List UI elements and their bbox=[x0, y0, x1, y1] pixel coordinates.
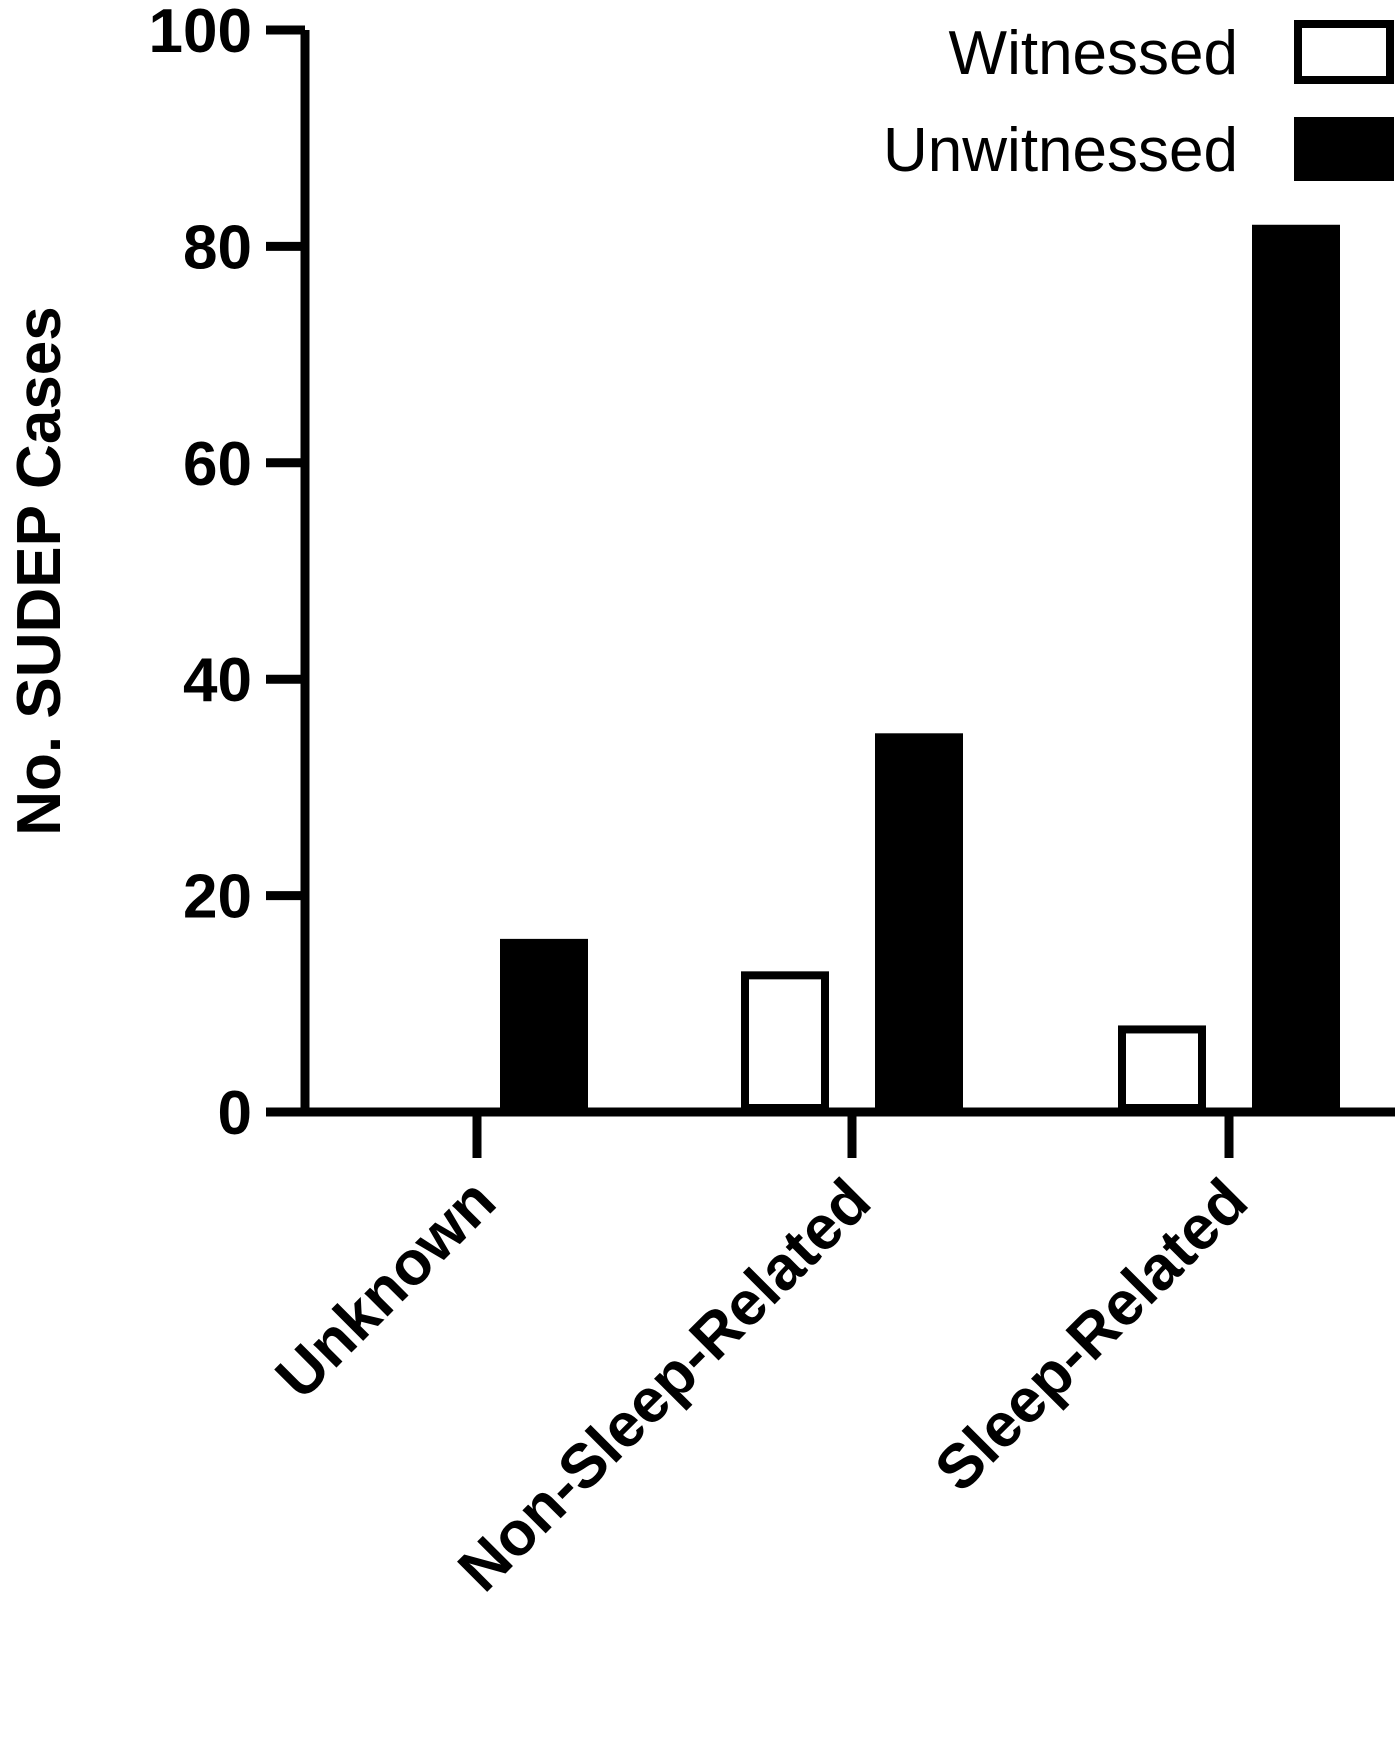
y-tick-label: 40 bbox=[183, 646, 252, 715]
y-axis-title: No. SUDEP Cases bbox=[5, 306, 74, 836]
x-category-label: Sleep-Related bbox=[922, 1166, 1261, 1505]
y-tick-label: 80 bbox=[183, 213, 252, 282]
y-tick-label: 20 bbox=[183, 863, 252, 932]
legend-label-witnessed: Witnessed bbox=[949, 19, 1238, 88]
y-tick-label: 0 bbox=[218, 1079, 252, 1148]
bar-witnessed-sleep-related bbox=[1118, 1025, 1206, 1112]
bar-unwitnessed-sleep-related bbox=[1252, 224, 1340, 1112]
legend: Witnessed Unwitnessed bbox=[883, 19, 1394, 185]
y-tick-label: 100 bbox=[149, 0, 252, 66]
bar-unwitnessed-unknown bbox=[500, 938, 588, 1112]
bar-witnessed-non-sleep-related bbox=[741, 971, 829, 1113]
legend-label-unwitnessed: Unwitnessed bbox=[883, 116, 1238, 185]
axes-group bbox=[300, 30, 1395, 1117]
x-category-label: Unknown bbox=[263, 1166, 509, 1412]
bar-unwitnessed-non-sleep-related bbox=[875, 733, 963, 1112]
legend-swatch-witnessed bbox=[1294, 20, 1394, 84]
x-category-label: Non-Sleep-Related bbox=[445, 1166, 884, 1605]
legend-swatch-unwitnessed bbox=[1294, 117, 1394, 181]
y-ticks-group: 0 20 40 60 80 100 bbox=[149, 0, 305, 1148]
bars-group bbox=[500, 224, 1340, 1113]
y-tick-label: 60 bbox=[183, 430, 252, 499]
